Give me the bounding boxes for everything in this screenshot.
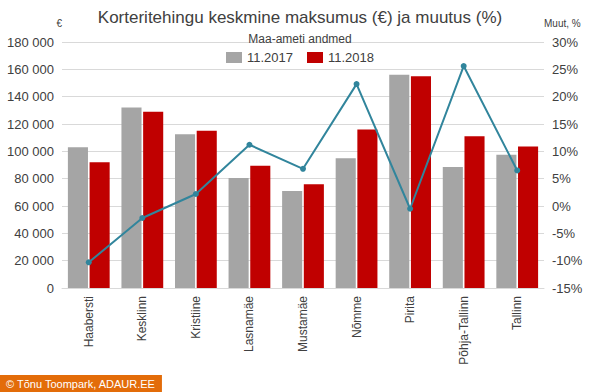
svg-text:Haabersti: Haabersti: [82, 296, 96, 347]
svg-text:160 000: 160 000: [7, 62, 54, 77]
svg-text:-5%: -5%: [552, 226, 576, 241]
svg-text:Maa-ameti andmed: Maa-ameti andmed: [248, 32, 351, 46]
svg-text:11.2018: 11.2018: [328, 50, 374, 65]
svg-text:© Tõnu Toompark, ADAUR.EE: © Tõnu Toompark, ADAUR.EE: [6, 378, 155, 390]
svg-text:10%: 10%: [552, 144, 578, 159]
svg-text:Korteritehingu keskmine maksum: Korteritehingu keskmine maksumus (€) ja …: [98, 8, 502, 27]
svg-text:Kesklinn: Kesklinn: [135, 296, 149, 341]
svg-text:80 000: 80 000: [14, 171, 54, 186]
svg-text:Nõmme: Nõmme: [350, 296, 364, 338]
svg-text:0: 0: [47, 281, 54, 296]
svg-text:Mustamäe: Mustamäe: [296, 296, 310, 352]
svg-text:Põhja-Tallinn: Põhja-Tallinn: [457, 296, 471, 365]
svg-text:120 000: 120 000: [7, 117, 54, 132]
svg-text:Tallinn: Tallinn: [510, 296, 524, 330]
svg-text:11.2017: 11.2017: [247, 50, 293, 65]
svg-text:30%: 30%: [552, 35, 578, 50]
svg-text:Lasnamäe: Lasnamäe: [242, 296, 256, 352]
svg-text:Pirita: Pirita: [403, 296, 417, 324]
svg-text:20 000: 20 000: [14, 253, 54, 268]
svg-text:100 000: 100 000: [7, 144, 54, 159]
svg-text:Muut, %: Muut, %: [544, 18, 581, 29]
svg-text:140 000: 140 000: [7, 89, 54, 104]
svg-text:20%: 20%: [552, 89, 578, 104]
svg-text:€: €: [56, 18, 62, 29]
svg-text:-10%: -10%: [552, 253, 583, 268]
svg-text:40 000: 40 000: [14, 226, 54, 241]
svg-text:Kristiine: Kristiine: [189, 296, 203, 339]
svg-text:25%: 25%: [552, 62, 578, 77]
svg-text:5%: 5%: [552, 171, 571, 186]
svg-text:60 000: 60 000: [14, 199, 54, 214]
svg-text:0%: 0%: [552, 199, 571, 214]
svg-text:15%: 15%: [552, 117, 578, 132]
svg-text:-15%: -15%: [552, 281, 583, 296]
svg-text:180 000: 180 000: [7, 35, 54, 50]
